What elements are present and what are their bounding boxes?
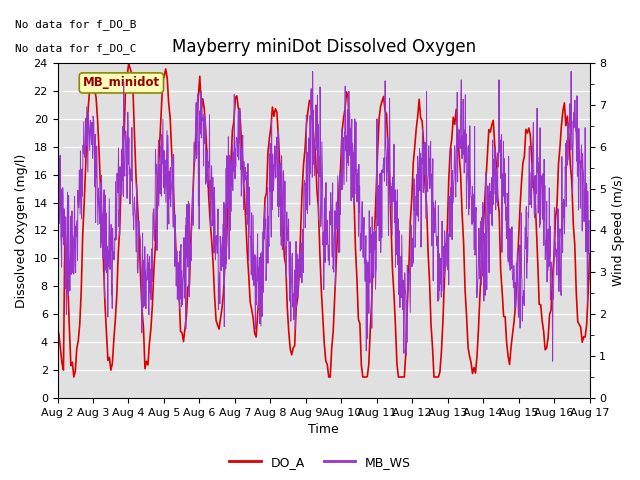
Title: Mayberry miniDot Dissolved Oxygen: Mayberry miniDot Dissolved Oxygen xyxy=(172,38,476,56)
Legend: DO_A, MB_WS: DO_A, MB_WS xyxy=(224,451,416,474)
Y-axis label: Dissolved Oxygen (mg/l): Dissolved Oxygen (mg/l) xyxy=(15,154,28,308)
Text: No data for f_DO_C: No data for f_DO_C xyxy=(15,43,136,54)
Text: MB_minidot: MB_minidot xyxy=(83,76,160,89)
X-axis label: Time: Time xyxy=(308,423,339,436)
Text: No data for f_DO_B: No data for f_DO_B xyxy=(15,20,136,30)
Y-axis label: Wind Speed (m/s): Wind Speed (m/s) xyxy=(612,175,625,286)
